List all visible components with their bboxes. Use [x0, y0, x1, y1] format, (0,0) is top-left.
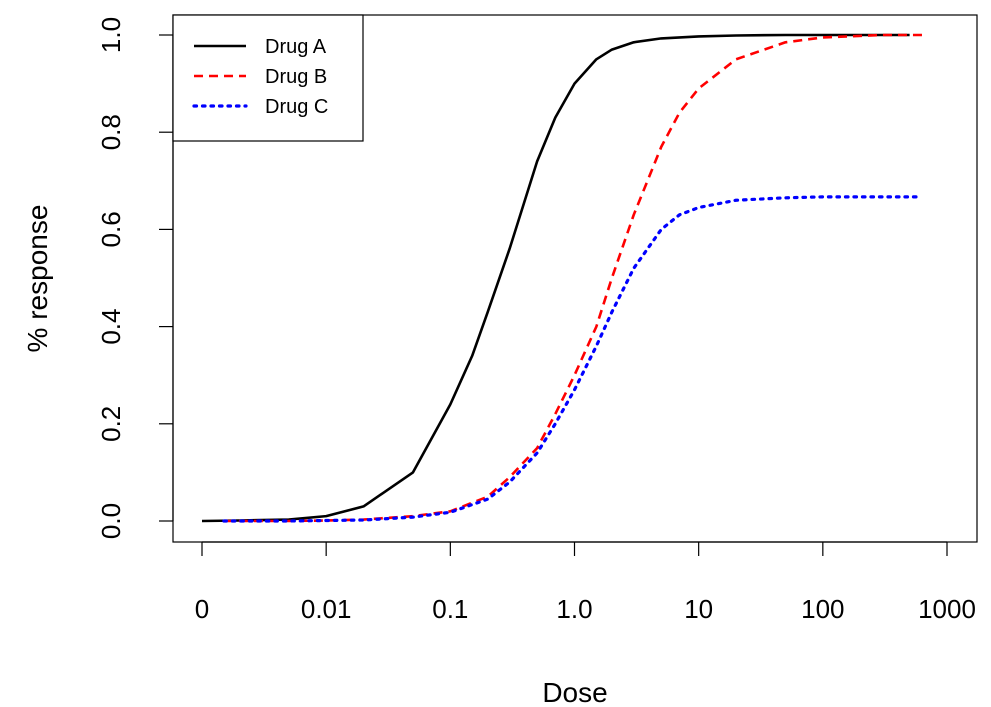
y-tick-label: 0.2 [96, 406, 126, 442]
y-tick-label: 0.8 [96, 114, 126, 150]
y-tick-label: 0.6 [96, 211, 126, 247]
x-axis: 0 0.01 0.1 1.0 10 100 1000 [195, 541, 976, 624]
x-tick-label: 0.01 [301, 594, 352, 624]
x-tick-label: 10 [684, 594, 713, 624]
legend-box [172, 14, 364, 142]
series-layer [201, 33, 928, 523]
y-axis-title: % response [22, 205, 53, 353]
x-tick-label: 0.1 [432, 594, 468, 624]
legend-label: Drug B [265, 66, 327, 88]
series-line-drug-c [222, 195, 922, 523]
y-tick-label: 1.0 [96, 17, 126, 53]
x-tick-label: 0 [195, 594, 209, 624]
legend: Drug A Drug B Drug C [172, 14, 364, 142]
y-tick-label: 0.0 [96, 503, 126, 539]
x-tick-label: 1000 [918, 594, 976, 624]
y-tick-label: 0.4 [96, 309, 126, 345]
series-line-drug-a [201, 33, 910, 523]
legend-label: Drug A [265, 36, 327, 58]
legend-label: Drug C [265, 96, 328, 118]
x-axis-title: Dose [542, 677, 607, 707]
x-tick-label: 1.0 [556, 594, 592, 624]
y-axis: 0.0 0.2 0.4 0.6 0.8 1.0 [96, 17, 174, 539]
x-tick-label: 100 [801, 594, 844, 624]
